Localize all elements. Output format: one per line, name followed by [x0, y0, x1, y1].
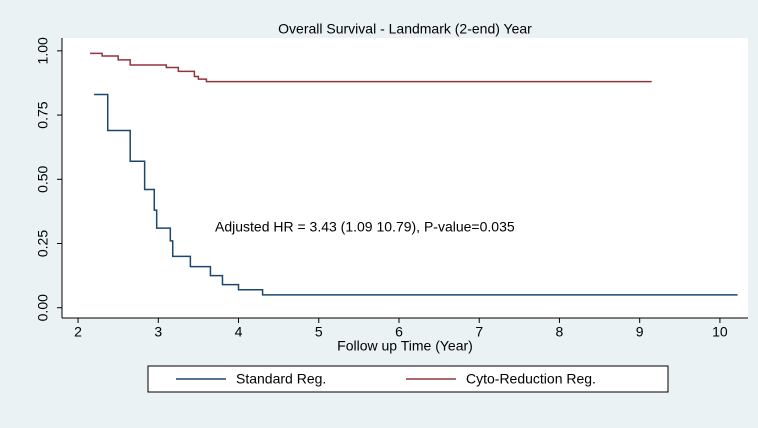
x-tick-label: 2 [74, 324, 82, 340]
x-tick-label: 3 [154, 324, 162, 340]
y-tick-label: 1.00 [35, 37, 51, 64]
y-tick-label: 0.50 [35, 165, 51, 192]
chart-title: Overall Survival - Landmark (2-end) Year [278, 21, 532, 37]
y-tick-label: 0.00 [35, 294, 51, 321]
survival-line [94, 93, 738, 296]
y-tick-label: 0.75 [35, 101, 51, 128]
legend-label: Standard Reg. [236, 371, 326, 387]
x-tick-label: 6 [395, 324, 403, 340]
legend-label: Cyto-Reduction Reg. [466, 371, 596, 387]
y-tick-label: 0.25 [35, 230, 51, 257]
survival-line [90, 52, 652, 83]
x-tick-label: 8 [556, 324, 564, 340]
x-tick-label: 10 [712, 324, 728, 340]
annotation: Adjusted HR = 3.43 (1.09 10.79), P-value… [215, 219, 515, 235]
x-tick-label: 7 [475, 324, 483, 340]
x-tick-label: 9 [636, 324, 644, 340]
x-axis-label: Follow up Time (Year) [337, 338, 473, 354]
plot-area [62, 38, 748, 318]
x-tick-label: 4 [235, 324, 243, 340]
x-tick-label: 5 [315, 324, 323, 340]
